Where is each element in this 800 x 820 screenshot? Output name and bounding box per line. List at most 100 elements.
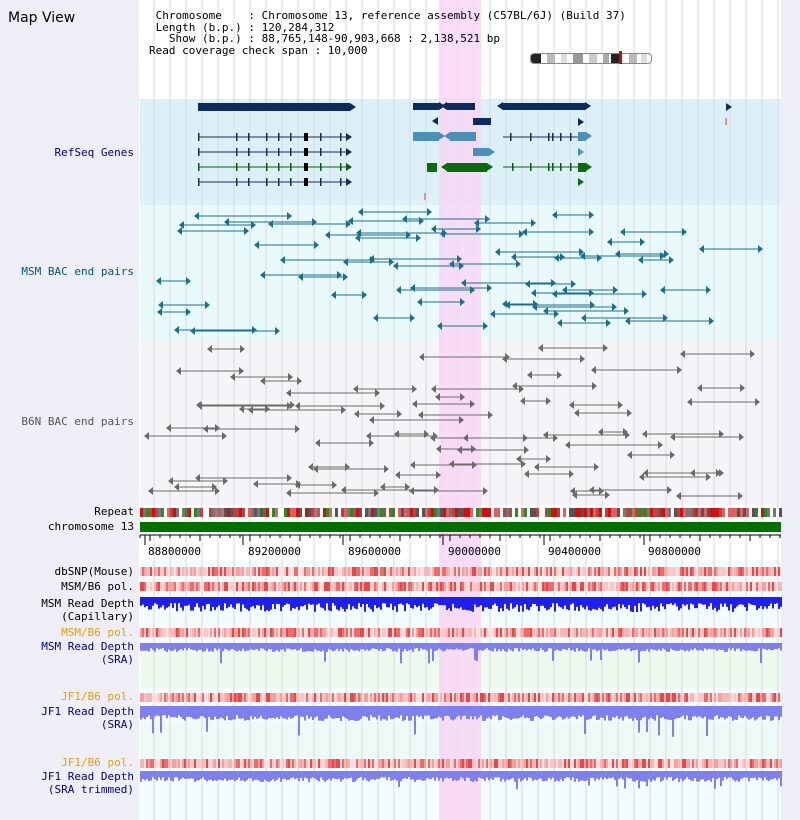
jf1-sra-depth-bar [156,706,158,716]
msm-b6-pol-density [554,582,556,591]
msm-b6-pol-density [406,582,408,591]
jf1-sra-depth-bar [202,706,204,717]
jf1-b6-pol-trim-density [510,759,512,768]
msm-b6-pol-sra-density [400,628,402,637]
jf1-trim-depth-bar [448,771,450,779]
msm-capillary-depth-bar [226,597,228,609]
msm-capillary-depth-bar [486,597,488,608]
msm-capillary-depth-bar [484,597,486,608]
repeat-block [143,508,146,517]
jf1-trim-depth-bar [188,771,190,779]
jf1-trim-depth-bar [418,771,420,780]
msm-capillary-depth-bar [734,597,736,609]
jf1-sra-depth-bar [372,706,374,718]
jf1-sra-depth-bar [720,706,722,718]
jf1-trim-depth-bar [224,771,226,779]
msm-sra-depth-bar [646,643,648,650]
jf1-trim-depth-bar [208,771,210,780]
msm-sra-depth-bar [628,643,630,649]
msm-capillary-depth-bar [598,597,600,608]
refseq-exon [304,163,308,171]
jf1-b6-pol-density [626,693,628,702]
jf1-sra-depth-bar [162,706,164,716]
msm-capillary-depth-bar [360,597,362,608]
jf1-sra-depth-bar [706,706,708,737]
msm-b6-pol-density [558,582,560,591]
dbsnp-density [144,567,146,576]
jf1-b6-pol-trim-density [654,759,656,768]
msm-b6-pol-density [148,582,150,591]
dbsnp-density [194,567,196,576]
jf1-sra-depth-bar [566,706,568,718]
msm-b6-pol-sra-density [198,628,200,637]
jf1-b6-pol-density [434,693,436,702]
jf1-b6-pol-trim-density [650,759,652,768]
dbsnp-density [780,567,782,576]
jf1-trim-depth-bar [492,771,494,780]
b6n-bac-pair-end [203,425,208,433]
msm-b6-pol-sra-density [214,628,216,637]
jf1-trim-depth-bar [332,771,334,779]
jf1-trim-depth-bar [406,771,408,779]
jf1-b6-pol-density [654,693,656,702]
jf1-trim-depth-bar [564,771,566,779]
repeat-block [278,508,281,517]
jf1-sra-depth-bar [728,706,730,717]
msm-b6-pol-sra-density [700,628,702,637]
jf1-trim-depth-bar [728,771,730,778]
jf1-b6-pol-density [532,693,534,702]
msm-b6-pol-density [660,582,662,591]
jf1-b6-pol-density [414,693,416,702]
msm-sra-depth-bar [434,643,436,652]
jf1-sra-depth-bar [414,706,416,735]
jf1-b6-pol-density [436,693,438,702]
msm-sra-depth-bar [414,643,416,649]
msm-sra-depth-bar [278,643,280,652]
msm-b6-pol-sra-density [224,628,226,637]
msm-capillary-depth-bar [412,597,414,609]
msm-b6-pol-sra-density [144,628,146,637]
jf1-trim-depth-bar [654,771,656,781]
msm-b6-pol-density [680,582,682,591]
jf1-sra-depth-bar [746,706,748,719]
jf1-sra-depth-bar [192,706,194,719]
repeat-block [521,508,524,517]
jf1-sra-depth-bar [178,706,180,716]
chromosome-ideogram[interactable] [530,53,652,64]
dbsnp-density [150,567,152,576]
jf1-b6-pol-trim-density [600,759,602,768]
msm-sra-depth-bar [604,643,606,651]
msm-capillary-depth-bar [222,597,224,611]
jf1-trim-depth-bar [568,771,570,778]
msm-b6-pol-sra-density [356,628,358,637]
msm-b6-pol-sra-density [164,628,166,637]
jf1-sra-depth-bar [422,706,424,720]
msm-b6-pol-density [346,582,348,591]
msm-sra-depth-bar [682,643,684,651]
dbsnp-density [472,567,474,576]
msm-capillary-depth-bar [146,597,148,607]
jf1-sra-depth-bar [452,706,454,721]
jf1-trim-depth-bar [648,771,650,780]
jf1-b6-pol-trim-density [612,759,614,768]
chromosome-bar [140,522,781,532]
jf1-trim-depth-bar [546,771,548,781]
jf1-trim-depth-bar [548,771,550,778]
jf1-trim-depth-bar [700,771,702,780]
jf1-sra-depth-bar [358,706,360,721]
msm-b6-pol-sra-density [570,628,572,637]
jf1-sra-depth-bar [606,706,608,716]
jf1-b6-pol-density [508,693,510,702]
dbsnp-density [774,567,776,576]
msm-b6-pol-density [584,582,586,591]
msm-capillary-depth-bar [568,597,570,611]
dbsnp-density [336,567,338,576]
msm-bac-pair-end [186,308,191,316]
jf1-b6-pol-density [154,693,156,702]
jf1-b6-pol-trim-density [666,759,668,768]
msm-b6-pol-sra-density [398,628,400,637]
msm-b6-pol-density [308,582,310,591]
msm-bac-pair-end [606,319,611,327]
msm-b6-pol-density [530,582,532,591]
